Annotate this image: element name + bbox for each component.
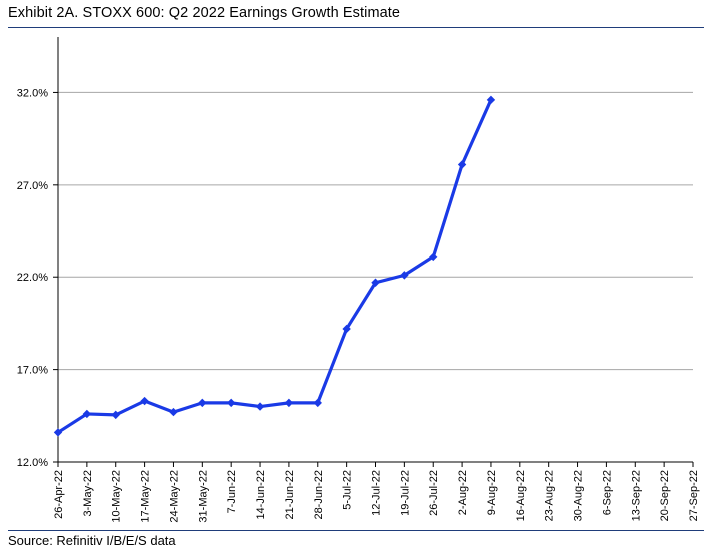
footer-rule (8, 530, 704, 531)
x-tick-label: 26-Apr-22 (53, 470, 65, 519)
x-tick-label: 31-May-22 (197, 470, 209, 523)
chart-title: Exhibit 2A. STOXX 600: Q2 2022 Earnings … (8, 5, 401, 21)
data-point (140, 396, 149, 406)
x-tick-label: 23-Aug-22 (544, 470, 556, 521)
y-tick-label: 32.0% (17, 87, 48, 99)
series-growth-estimate (53, 95, 496, 437)
x-tick-label: 19-Jul-22 (399, 470, 411, 516)
x-tick-label: 6-Sep-22 (601, 470, 613, 515)
x-tick-label: 20-Sep-22 (659, 470, 671, 521)
title-rule (8, 27, 704, 28)
x-tick-label: 14-Jun-22 (255, 470, 267, 520)
data-point (53, 428, 63, 437)
data-point (371, 278, 380, 287)
data-point (342, 324, 351, 334)
x-tick-label: 24-May-22 (168, 470, 180, 523)
y-tick-label: 17.0% (17, 365, 48, 377)
data-point (226, 398, 236, 408)
x-tick-label: 10-May-22 (111, 470, 123, 523)
data-point (255, 402, 265, 411)
data-point (486, 95, 496, 105)
x-tick-label: 3-May-22 (82, 470, 94, 516)
x-tick-label: 7-Jun-22 (226, 470, 238, 513)
x-tick-label: 26-Jul-22 (428, 470, 440, 516)
data-point (284, 398, 294, 408)
x-tick-label: 5-Jul-22 (342, 470, 354, 510)
data-point (313, 398, 322, 408)
y-tick-label: 22.0% (17, 272, 48, 284)
data-point (429, 252, 438, 262)
x-tick-label: 9-Aug-22 (486, 470, 498, 515)
x-tick-label: 27-Sep-22 (688, 470, 700, 521)
series-line (56, 98, 493, 435)
data-point (82, 409, 92, 419)
data-point (169, 407, 178, 417)
source-note: Source: Refinitiv I/B/E/S data (8, 533, 176, 548)
x-tick-label: 28-Jun-22 (313, 470, 325, 520)
x-tick-label: 16-Aug-22 (515, 470, 527, 521)
y-tick-label: 27.0% (17, 180, 48, 192)
y-axis-ticks: 12.0% 17.0% 22.0% 27.0% 32.0% (17, 87, 48, 469)
x-tick-label: 12-Jul-22 (371, 470, 383, 516)
gridlines (58, 91, 693, 371)
x-tick-label: 2-Aug-22 (457, 470, 469, 515)
data-point (111, 410, 120, 420)
x-tick-label: 17-May-22 (140, 470, 152, 523)
axes (53, 37, 694, 467)
x-tick-label: 30-Aug-22 (573, 470, 585, 521)
data-point (198, 398, 207, 408)
x-tick-label: 13-Sep-22 (630, 470, 642, 521)
data-point (400, 271, 409, 280)
x-tick-label: 21-Jun-22 (284, 470, 296, 520)
x-axis-ticks: 26-Apr-22 3-May-22 10-May-22 17-May-22 24-Ma… (53, 470, 700, 523)
data-point (457, 160, 467, 169)
y-tick-label: 12.0% (17, 457, 48, 469)
